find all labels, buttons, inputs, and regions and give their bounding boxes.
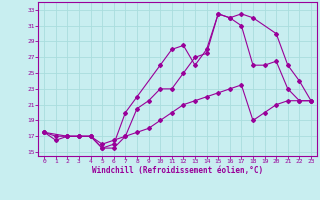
- X-axis label: Windchill (Refroidissement éolien,°C): Windchill (Refroidissement éolien,°C): [92, 166, 263, 175]
